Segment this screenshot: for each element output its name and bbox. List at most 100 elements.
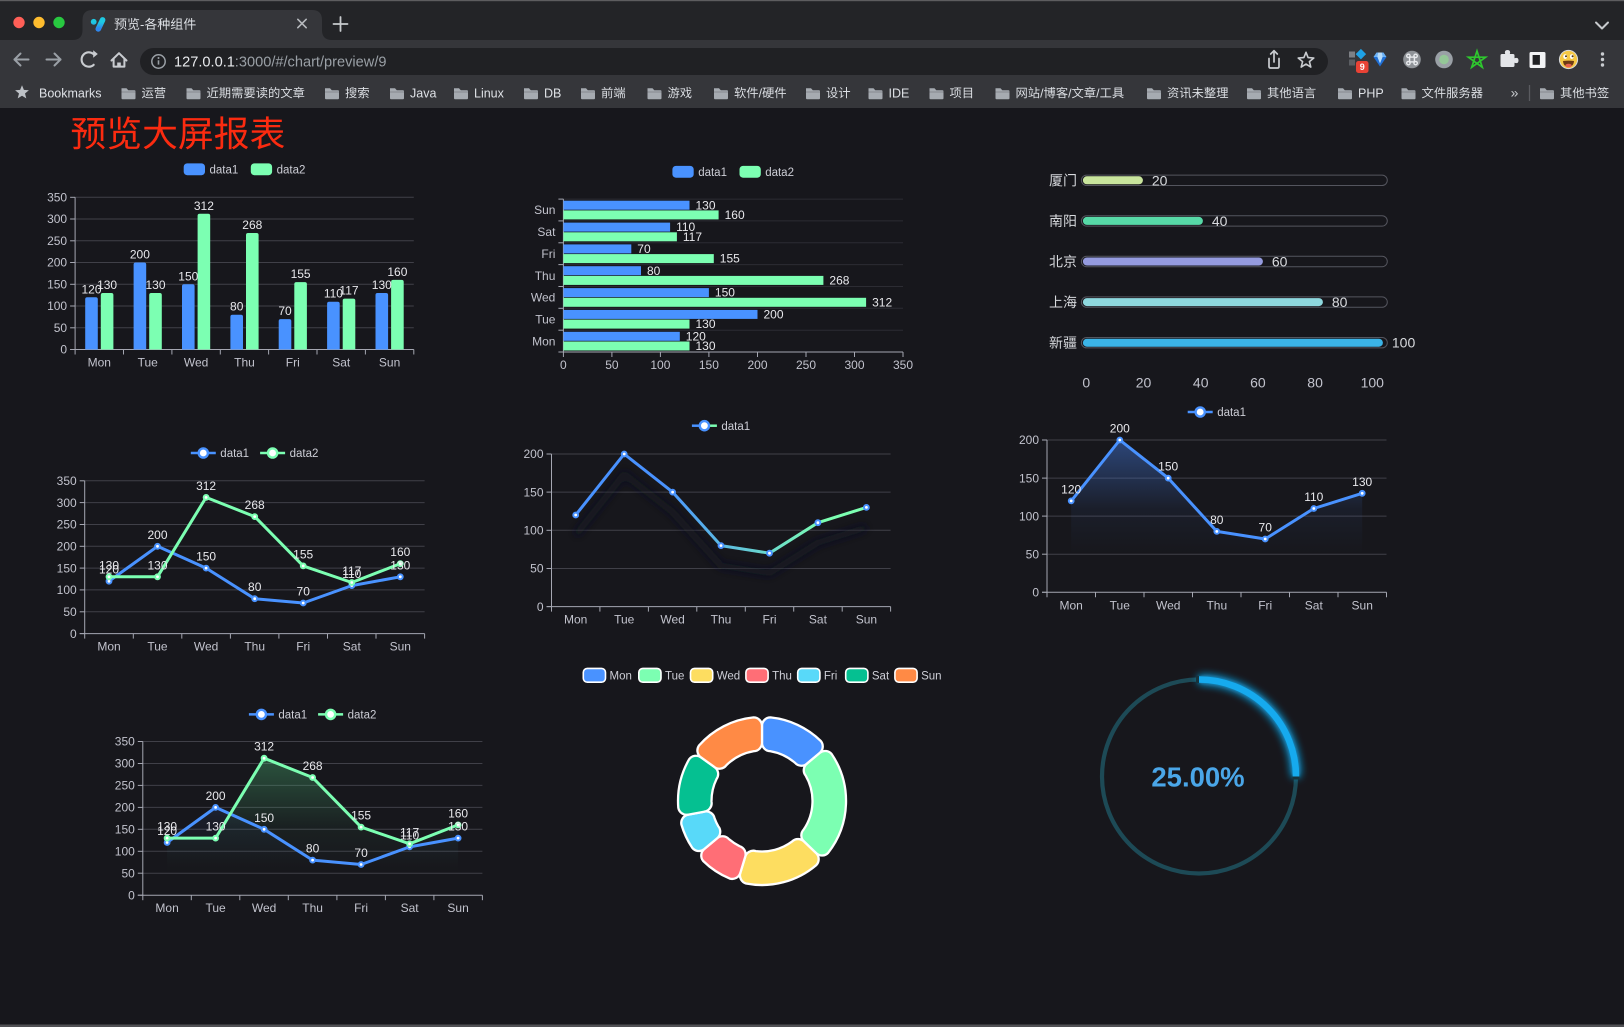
svg-text:Sat: Sat [401,901,420,915]
svg-text:155: 155 [720,252,740,266]
svg-text:150: 150 [196,550,216,564]
svg-text:200: 200 [130,248,150,262]
svg-text:50: 50 [54,321,68,335]
svg-text:Mon: Mon [97,640,120,654]
svg-text:data2: data2 [277,165,306,177]
svg-text:130: 130 [147,558,167,572]
svg-text:data1: data1 [698,167,727,179]
svg-text:300: 300 [47,212,67,226]
svg-text:60: 60 [1272,254,1288,270]
svg-text:200: 200 [523,447,543,461]
svg-text:Tue: Tue [535,312,556,326]
svg-text:100: 100 [1361,375,1385,391]
svg-text:0: 0 [1032,586,1039,600]
svg-text:300: 300 [57,496,77,510]
svg-text:80: 80 [1210,513,1224,527]
svg-text:Sun: Sun [390,640,411,654]
svg-text:130: 130 [145,278,165,292]
svg-text:0: 0 [537,600,544,614]
svg-text:130: 130 [1352,475,1372,489]
svg-text:Tue: Tue [1110,598,1131,612]
svg-text:Sat: Sat [809,613,828,627]
svg-text:350: 350 [893,358,913,372]
svg-text:80: 80 [647,264,661,278]
svg-text:data1: data1 [210,165,239,177]
svg-text:70: 70 [637,242,651,256]
svg-text:200: 200 [747,358,767,372]
svg-text:data2: data2 [348,710,377,722]
svg-text:40: 40 [1193,375,1209,391]
svg-text:50: 50 [530,562,544,576]
svg-text:120: 120 [157,824,177,838]
svg-text:100: 100 [1019,509,1039,523]
svg-text:Sun: Sun [921,671,941,683]
svg-text:130: 130 [696,339,716,353]
svg-text:130: 130 [696,317,716,331]
svg-text:130: 130 [448,820,468,834]
svg-text:Thu: Thu [234,356,255,370]
svg-text:160: 160 [725,208,745,222]
svg-text:20: 20 [1152,172,1168,188]
svg-text:Mon: Mon [532,334,555,348]
svg-text:127.0.0.1: 127.0.0.1 [174,55,235,71]
svg-text:312: 312 [254,740,274,754]
svg-text:130: 130 [206,820,226,834]
svg-text:data1: data1 [220,448,249,460]
svg-text:200: 200 [1110,422,1130,436]
svg-text:150: 150 [47,278,67,292]
svg-text:120: 120 [686,329,706,343]
svg-text:117: 117 [342,564,361,578]
svg-text:PHP: PHP [1358,86,1384,100]
svg-text:117: 117 [683,230,702,244]
svg-text:150: 150 [57,561,77,575]
svg-text:160: 160 [387,265,407,279]
svg-text:150: 150 [1158,460,1178,474]
svg-text:200: 200 [147,528,167,542]
svg-text:150: 150 [715,286,735,300]
svg-text:50: 50 [605,358,619,372]
svg-text:»: » [1511,85,1519,101]
svg-text:Wed: Wed [717,671,740,683]
svg-text:100: 100 [57,583,77,597]
svg-text:100: 100 [47,299,67,313]
svg-text:200: 200 [206,789,226,803]
svg-text:/: / [1040,86,1044,100]
svg-text:9: 9 [1360,62,1365,72]
svg-text:80: 80 [306,842,320,856]
svg-text:DB: DB [544,86,561,100]
svg-text:Fri: Fri [824,671,837,683]
svg-text:50: 50 [63,605,77,619]
svg-text:160: 160 [390,545,410,559]
svg-text:120: 120 [99,563,119,577]
svg-text::3000/#/chart/preview/9: :3000/#/chart/preview/9 [235,55,387,71]
svg-text:150: 150 [115,823,135,837]
svg-text:Sat: Sat [1305,598,1324,612]
svg-text:250: 250 [57,518,77,532]
svg-text:130: 130 [372,278,392,292]
svg-text:130: 130 [97,278,117,292]
svg-text:data2: data2 [765,167,794,179]
svg-text:120: 120 [81,282,101,296]
svg-text:Wed: Wed [184,356,208,370]
svg-text:Fri: Fri [354,901,368,915]
svg-text:Sun: Sun [534,203,555,217]
svg-text:Mon: Mon [155,901,178,915]
svg-text:80: 80 [1307,375,1323,391]
svg-text:Fri: Fri [541,247,555,261]
svg-text:/: / [1068,86,1072,100]
svg-text:155: 155 [351,809,371,823]
svg-text:300: 300 [115,757,135,771]
svg-text:80: 80 [230,300,244,314]
svg-text:IDE: IDE [889,86,910,100]
svg-text:155: 155 [291,267,311,281]
svg-text:Mon: Mon [1060,598,1083,612]
svg-text:Tue: Tue [147,640,168,654]
svg-text:Sat: Sat [537,225,556,239]
svg-text:Thu: Thu [244,640,265,654]
svg-text:Mon: Mon [88,356,111,370]
svg-text:Tue: Tue [614,613,635,627]
svg-text:200: 200 [57,540,77,554]
svg-text:70: 70 [1259,521,1273,535]
svg-text:data1: data1 [1217,407,1246,419]
svg-text:110: 110 [342,567,361,581]
